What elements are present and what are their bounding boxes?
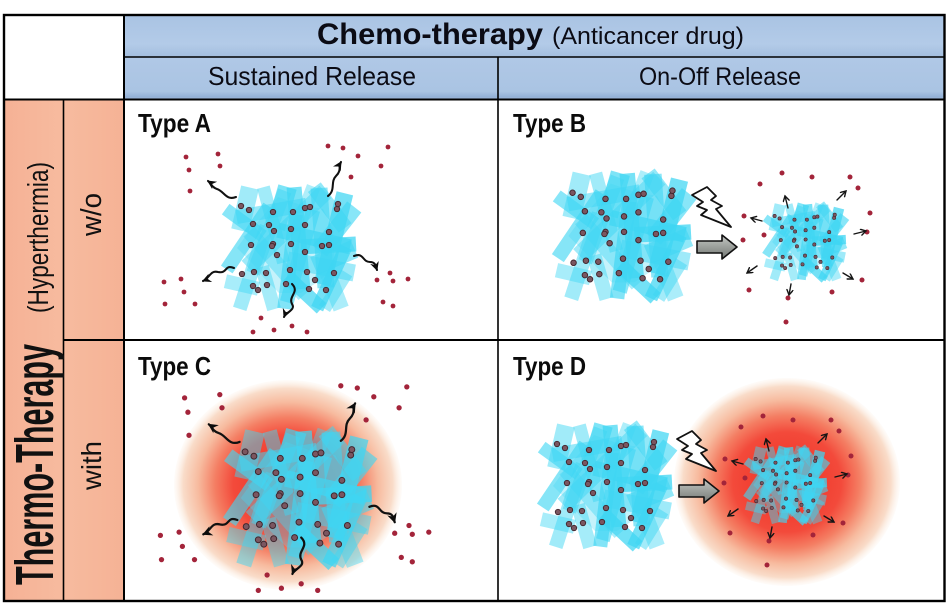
- svg-text:Type B: Type B: [513, 108, 586, 138]
- svg-text:Type C: Type C: [138, 351, 211, 381]
- svg-text:Chemo-therapy: Chemo-therapy: [317, 18, 543, 51]
- svg-text:Sustained Release: Sustained Release: [208, 61, 416, 91]
- svg-text:with: with: [76, 441, 107, 491]
- svg-text:Type D: Type D: [513, 351, 586, 381]
- svg-text:(Anticancer drug): (Anticancer drug): [552, 23, 744, 50]
- svg-text:Thermo-Therapy: Thermo-Therapy: [5, 344, 65, 585]
- svg-text:w/o: w/o: [76, 193, 108, 237]
- svg-text:Type A: Type A: [138, 108, 211, 138]
- svg-text:(Hyperthermia): (Hyperthermia): [23, 162, 55, 313]
- svg-text:On-Off Release: On-Off Release: [639, 63, 801, 91]
